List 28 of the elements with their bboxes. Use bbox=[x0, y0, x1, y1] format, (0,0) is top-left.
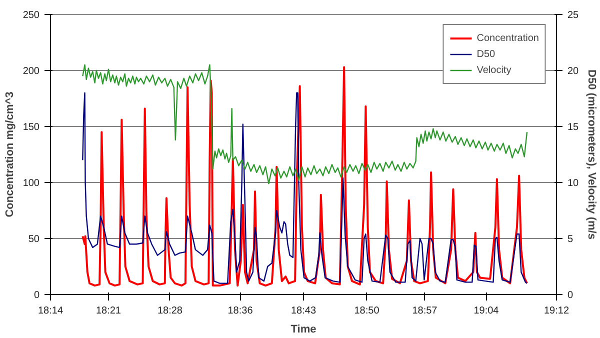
y-tick-label: 0 bbox=[34, 290, 40, 301]
x-tick-label: 18:57 bbox=[412, 306, 438, 316]
x-tick-label: 19:04 bbox=[474, 306, 500, 316]
legend-label: Velocity bbox=[476, 64, 512, 77]
y-tick-label: 50 bbox=[28, 234, 40, 245]
y2-tick-label: 25 bbox=[568, 10, 580, 21]
x-tick-label: 18:21 bbox=[96, 306, 122, 316]
y2-tick-label: 10 bbox=[568, 178, 580, 189]
y2-tick-label: 0 bbox=[568, 290, 574, 301]
y2-tick-label: 5 bbox=[568, 234, 574, 245]
y-tick-label: 100 bbox=[22, 178, 40, 189]
y-tick-label: 200 bbox=[22, 66, 40, 77]
legend-label: Concentration bbox=[476, 32, 539, 45]
x-tick-label: 18:43 bbox=[290, 306, 316, 316]
y2-tick-label: 20 bbox=[568, 66, 580, 77]
x-tick-label: 18:50 bbox=[354, 306, 380, 316]
x-axis-title: Time bbox=[290, 324, 316, 336]
x-tick-label: 18:28 bbox=[157, 306, 183, 316]
x-tick-label: 18:14 bbox=[38, 306, 64, 316]
x-tick-label: 19:12 bbox=[544, 306, 570, 316]
line-series bbox=[82, 64, 528, 184]
y-tick-label: 150 bbox=[22, 122, 40, 133]
legend-label: D50 bbox=[476, 48, 496, 61]
y2-tick-label: 15 bbox=[568, 122, 580, 133]
y2-axis-title: D50 (micrometers), Velocity (m/s bbox=[586, 70, 598, 240]
x-tick-label: 18:36 bbox=[228, 306, 254, 316]
y-tick-label: 250 bbox=[22, 10, 40, 21]
y-axis-title: Concentration mg/cm^3 bbox=[4, 92, 16, 218]
